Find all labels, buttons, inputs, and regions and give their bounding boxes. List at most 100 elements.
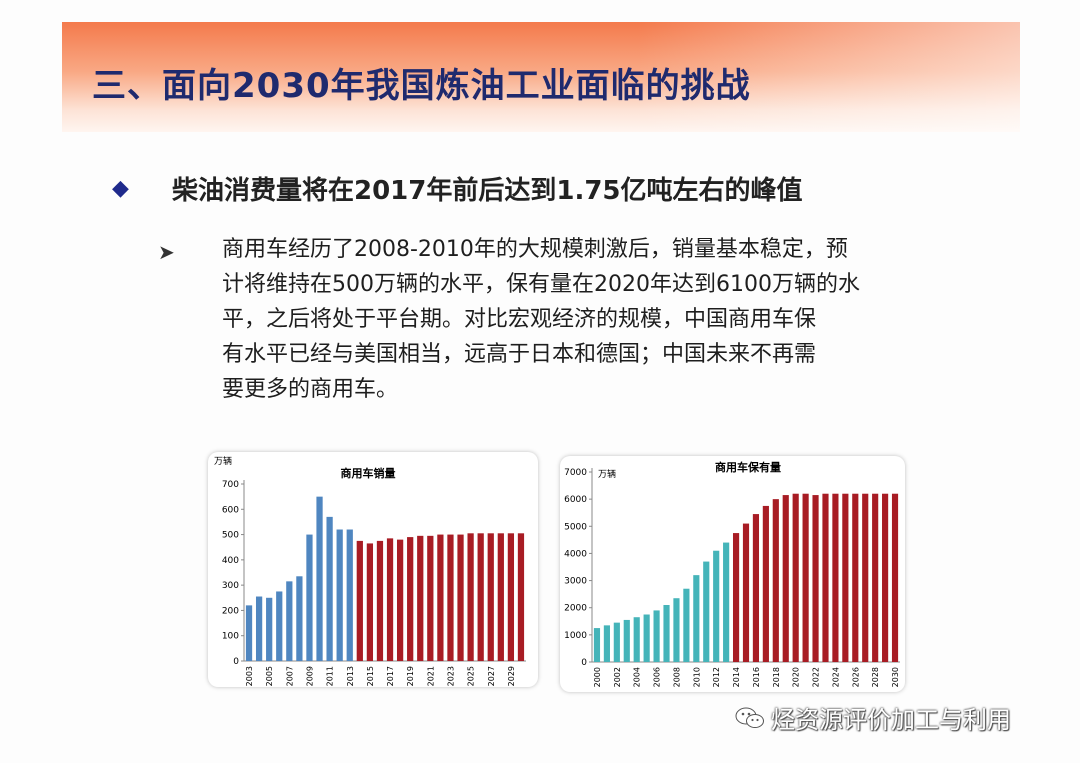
bar bbox=[396, 539, 404, 661]
y-tick-label: 5000 bbox=[564, 522, 587, 532]
x-tick-label: 2007 bbox=[285, 666, 294, 686]
bar bbox=[427, 535, 434, 661]
bar bbox=[417, 535, 424, 661]
bar bbox=[336, 529, 343, 661]
y-tick-label: 700 bbox=[222, 480, 239, 490]
sub-bullet-line: 商用车经历了2008-2010年的大规模刺激后，销量基本稳定，预 bbox=[222, 237, 848, 262]
x-tick-label: 2012 bbox=[712, 667, 721, 687]
x-tick-label: 2029 bbox=[507, 666, 516, 686]
sales-chart-svg: 商用车销量 万辆 0 100 200 300 400 500 600 700 2003 2005 200… bbox=[214, 455, 526, 686]
chart-title: 商用车销量 bbox=[341, 466, 396, 480]
x-tick-label: 2002 bbox=[613, 667, 622, 687]
stock-chart: 商用车保有量 万辆 0 1000 2000 3000 4000 5000 6000 7000 200… bbox=[560, 456, 905, 692]
bar bbox=[713, 550, 720, 662]
x-tick-label: 2021 bbox=[426, 666, 435, 686]
x-tick-label: 2025 bbox=[467, 666, 476, 686]
bar bbox=[517, 533, 525, 661]
chart-title: 商用车保有量 bbox=[715, 460, 781, 474]
bar bbox=[487, 533, 494, 661]
bar bbox=[663, 605, 670, 662]
bar bbox=[276, 591, 283, 661]
bar bbox=[245, 605, 253, 661]
bar bbox=[376, 540, 384, 661]
bar bbox=[346, 529, 353, 661]
y-tick-label: 7000 bbox=[564, 468, 587, 478]
x-tick-label: 2018 bbox=[772, 667, 781, 687]
watermark: 烃资源评价加工与利用 bbox=[735, 700, 1011, 735]
bar bbox=[593, 628, 601, 662]
bar bbox=[772, 499, 779, 662]
x-tick-label: 2011 bbox=[326, 666, 335, 686]
y-tick-label: 600 bbox=[222, 505, 239, 515]
bar bbox=[653, 610, 660, 662]
bar bbox=[752, 514, 760, 662]
slide-title: 三、面向2030年我国炼油工业面临的挑战 bbox=[92, 66, 751, 106]
x-tick-label: 2017 bbox=[386, 666, 395, 686]
x-tick-label: 2010 bbox=[692, 667, 701, 687]
bar bbox=[822, 493, 829, 662]
y-tick-label: 2000 bbox=[564, 604, 587, 614]
x-tick-label: 2027 bbox=[487, 666, 496, 686]
x-tick-label: 2020 bbox=[792, 667, 801, 687]
x-tick-label: 2009 bbox=[305, 666, 314, 686]
bar bbox=[407, 537, 414, 661]
bar bbox=[802, 493, 809, 662]
bar bbox=[673, 598, 680, 662]
x-tick-label: 2016 bbox=[752, 667, 761, 687]
bar bbox=[447, 534, 454, 661]
y-tick-label: 500 bbox=[222, 531, 239, 541]
bar bbox=[683, 588, 690, 662]
sub-bullet-line: 计将维持在500万辆的水平，保有量在2020年达到6100万辆的水 bbox=[222, 272, 860, 297]
x-tick-label: 2022 bbox=[812, 667, 821, 687]
arrowhead-icon: ➤ bbox=[158, 240, 175, 264]
x-tick-label: 2030 bbox=[891, 667, 900, 687]
bar bbox=[306, 534, 313, 661]
bar bbox=[437, 534, 444, 661]
bar bbox=[852, 493, 859, 662]
x-tick-label: 2028 bbox=[871, 667, 880, 687]
sub-bullet-line: 要更多的商用车。 bbox=[222, 377, 399, 402]
bar bbox=[633, 617, 640, 662]
bar bbox=[497, 533, 504, 661]
sub-bullet-text: 商用车经历了2008-2010年的大规模刺激后，销量基本稳定，预 计将维持在50… bbox=[222, 232, 962, 407]
bar bbox=[842, 493, 849, 662]
bar bbox=[296, 576, 303, 661]
y-tick-label: 4000 bbox=[564, 549, 587, 559]
bar bbox=[762, 505, 769, 662]
bar bbox=[891, 493, 899, 662]
bar bbox=[613, 622, 620, 662]
bar bbox=[782, 495, 789, 662]
x-tick-label: 2003 bbox=[245, 666, 254, 686]
bar bbox=[366, 543, 374, 661]
x-tick-label: 2015 bbox=[366, 666, 375, 686]
bar bbox=[732, 533, 740, 662]
bar bbox=[862, 493, 869, 662]
y-tick-label: 200 bbox=[222, 606, 239, 616]
bar bbox=[603, 625, 610, 662]
bar bbox=[693, 575, 700, 662]
bar bbox=[882, 493, 889, 662]
main-bullet-text: 柴油消费量将在2017年前后达到1.75亿吨左右的峰值 bbox=[172, 176, 803, 206]
y-tick-label: 0 bbox=[581, 658, 587, 668]
y-tick-label: 3000 bbox=[564, 577, 587, 587]
x-tick-label: 2008 bbox=[672, 667, 681, 687]
bar bbox=[643, 614, 650, 662]
bar bbox=[467, 533, 474, 661]
bar bbox=[477, 533, 484, 661]
y-tick-label: 100 bbox=[222, 632, 239, 642]
x-tick-label: 2023 bbox=[446, 666, 455, 686]
y-tick-label: 1000 bbox=[564, 631, 587, 641]
bar bbox=[872, 493, 879, 662]
bar bbox=[326, 516, 333, 661]
bar bbox=[507, 533, 515, 661]
y-tick-label: 400 bbox=[222, 556, 239, 566]
diamond-icon: ◆ bbox=[112, 176, 129, 201]
bar bbox=[255, 596, 263, 661]
y-tick-label: 6000 bbox=[564, 495, 587, 505]
x-tick-label: 2013 bbox=[346, 666, 355, 686]
x-tick-label: 2019 bbox=[406, 666, 415, 686]
sub-bullet-line: 有水平已经与美国相当，远高于日本和德国；中国未来不再需 bbox=[222, 342, 817, 367]
bar bbox=[723, 542, 730, 662]
